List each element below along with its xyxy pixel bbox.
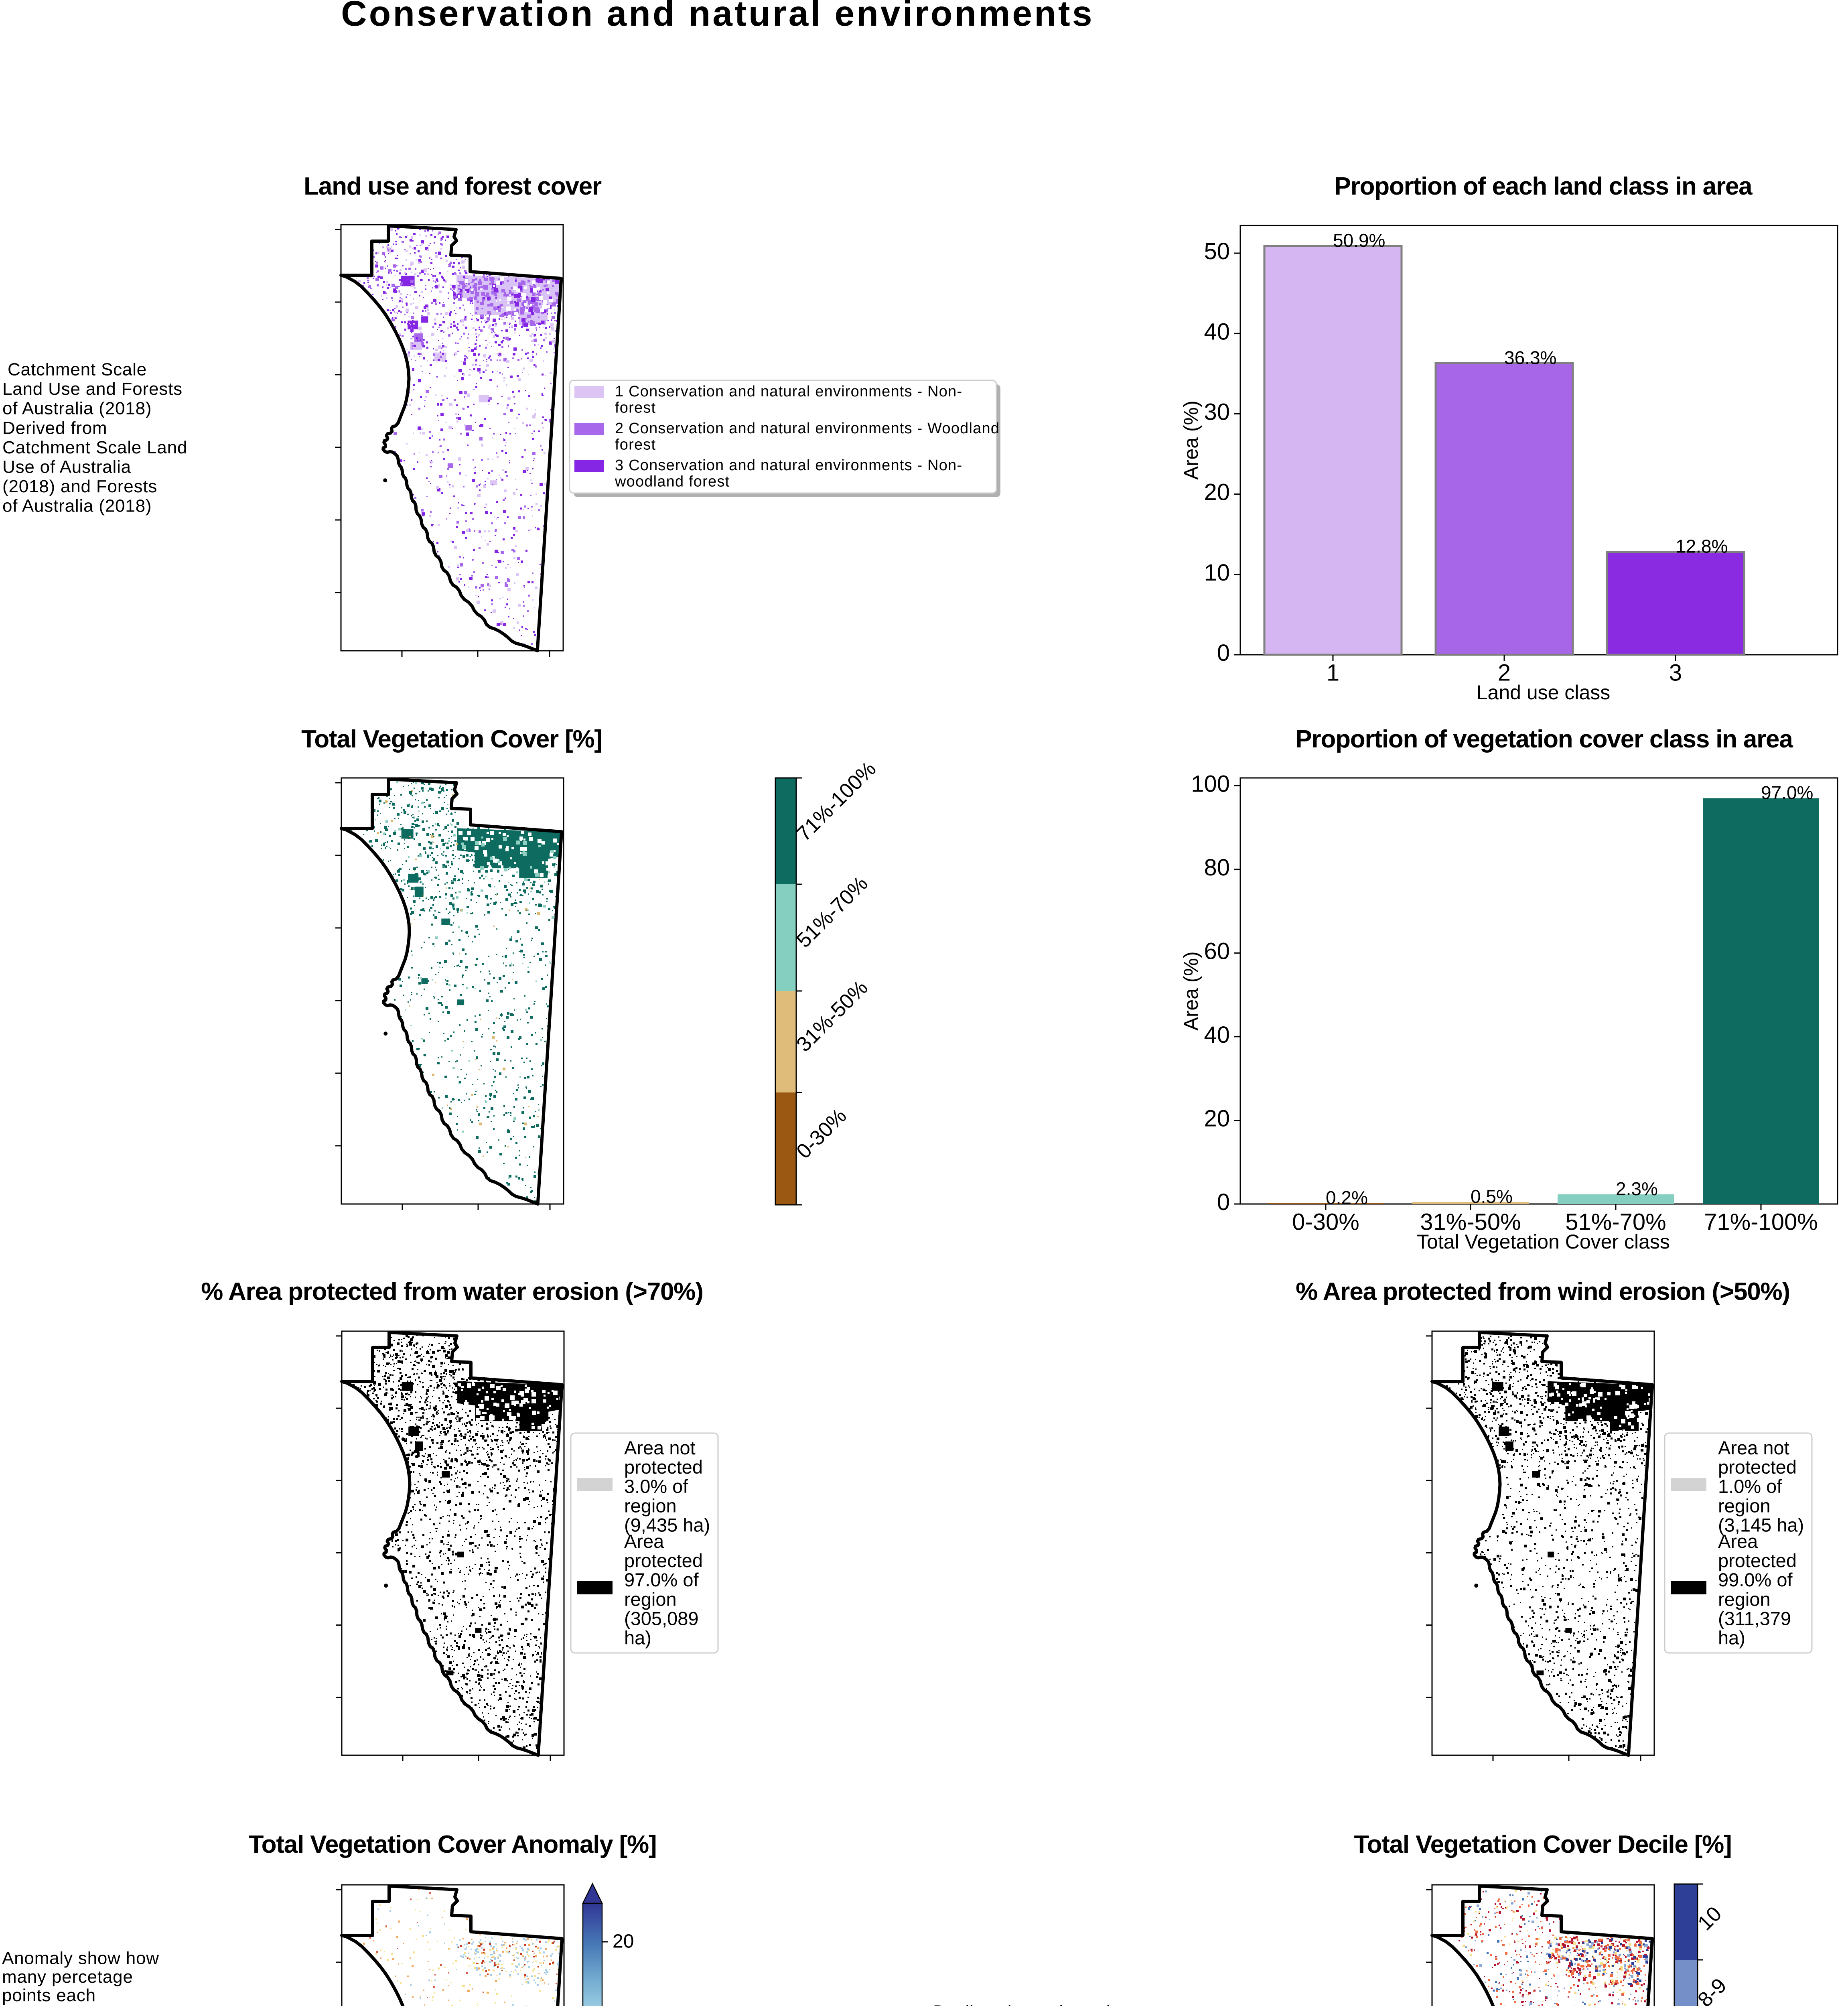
- svg-text:Land use class: Land use class: [1477, 681, 1611, 704]
- svg-text:0-30%: 0-30%: [1292, 1209, 1359, 1235]
- svg-text:2.3%: 2.3%: [1616, 1178, 1658, 1199]
- svg-text:% Area protected from water er: % Area protected from water erosion (>70…: [201, 1278, 703, 1306]
- svg-text:20: 20: [1204, 479, 1230, 506]
- svg-text:100: 100: [1191, 771, 1230, 797]
- svg-text:Proportion of each land class: Proportion of each land class in area: [1335, 173, 1753, 200]
- svg-text:woodland forest: woodland forest: [615, 473, 730, 490]
- svg-text:12.8%: 12.8%: [1676, 536, 1728, 557]
- svg-text:protected: protected: [624, 1456, 703, 1478]
- svg-text:(9,435 ha): (9,435 ha): [624, 1514, 710, 1535]
- svg-text:99.0% of: 99.0% of: [1718, 1569, 1793, 1590]
- svg-text:Deciles show where the: Deciles show where the: [933, 2002, 1126, 2006]
- svg-text:Area: Area: [624, 1531, 664, 1552]
- svg-text:Area: Area: [1718, 1531, 1758, 1552]
- svg-text:10: 10: [1204, 560, 1230, 586]
- svg-text:Area not: Area not: [1718, 1437, 1789, 1458]
- svg-text:Area (%): Area (%): [1180, 951, 1202, 1030]
- svg-text:97.0%: 97.0%: [1761, 782, 1813, 803]
- svg-text:Derived from: Derived from: [2, 418, 107, 438]
- svg-text:Proportion of vegetation cover: Proportion of vegetation cover class in …: [1295, 725, 1793, 753]
- svg-text:region: region: [624, 1588, 677, 1610]
- svg-text:3 Conservation and natural env: 3 Conservation and natural environments …: [615, 457, 962, 474]
- svg-text:forest: forest: [615, 437, 656, 453]
- svg-text:0.2%: 0.2%: [1326, 1187, 1368, 1208]
- svg-text:Area (%): Area (%): [1180, 400, 1202, 479]
- svg-text:Use of Australia: Use of Australia: [2, 457, 131, 477]
- svg-text:region: region: [1718, 1495, 1771, 1516]
- svg-text:of Australia (2018): of Australia (2018): [2, 399, 152, 418]
- svg-text:many percetage: many percetage: [2, 1967, 133, 1987]
- svg-text:region: region: [1718, 1588, 1771, 1610]
- svg-text:Area not: Area not: [624, 1437, 696, 1458]
- svg-text:points each: points each: [2, 1986, 96, 2005]
- svg-text:forest: forest: [615, 400, 656, 416]
- svg-text:of Australia (2018): of Australia (2018): [2, 496, 152, 516]
- svg-text:(311,379: (311,379: [1718, 1608, 1791, 1629]
- svg-text:(305,089: (305,089: [624, 1608, 699, 1629]
- svg-text:51%-70%: 51%-70%: [1565, 1209, 1666, 1235]
- svg-text:Total Vegetation Cover [%]: Total Vegetation Cover [%]: [301, 725, 602, 753]
- svg-text:Catchment Scale: Catchment Scale: [8, 360, 147, 380]
- svg-text:3.0% of: 3.0% of: [624, 1476, 688, 1497]
- svg-text:80: 80: [1204, 855, 1230, 881]
- svg-text:0: 0: [1217, 1189, 1230, 1215]
- svg-text:1 Conservation and natural env: 1 Conservation and natural environments …: [615, 383, 962, 400]
- svg-text:Total Vegetation Cover Anomaly: Total Vegetation Cover Anomaly [%]: [249, 1831, 657, 1858]
- svg-text:50.9%: 50.9%: [1333, 230, 1385, 251]
- svg-text:region: region: [624, 1495, 677, 1516]
- svg-text:Anomaly show how: Anomaly show how: [2, 1949, 159, 1968]
- svg-text:Conservation and natural envir: Conservation and natural environments: [341, 0, 1094, 33]
- svg-text:1: 1: [1327, 660, 1339, 686]
- svg-text:Total Vegetation Cover Decile: Total Vegetation Cover Decile [%]: [1354, 1831, 1731, 1858]
- svg-text:0: 0: [1217, 640, 1230, 666]
- svg-text:ha): ha): [1718, 1627, 1745, 1649]
- svg-text:ha): ha): [624, 1627, 651, 1649]
- svg-text:50: 50: [1204, 238, 1230, 264]
- svg-text:pixel is from: pixel is from: [2, 2004, 100, 2006]
- svg-text:97.0% of: 97.0% of: [624, 1569, 699, 1590]
- svg-text:Land Use and Forests: Land Use and Forests: [2, 379, 183, 399]
- svg-text:% Area protected from wind ero: % Area protected from wind erosion (>50%…: [1296, 1278, 1790, 1306]
- svg-text:protected: protected: [624, 1550, 703, 1571]
- svg-text:60: 60: [1204, 938, 1230, 964]
- svg-text:40: 40: [1204, 319, 1230, 345]
- svg-text:(3,145 ha): (3,145 ha): [1718, 1514, 1804, 1535]
- svg-text:protected: protected: [1718, 1456, 1797, 1478]
- svg-text:(2018) and Forests: (2018) and Forests: [2, 477, 157, 496]
- svg-text:20: 20: [1204, 1106, 1230, 1132]
- svg-text:3: 3: [1669, 660, 1682, 686]
- svg-text:0.5%: 0.5%: [1471, 1186, 1513, 1207]
- svg-text:31%-50%: 31%-50%: [1420, 1209, 1521, 1235]
- svg-text:2 Conservation and natural env: 2 Conservation and natural environments …: [615, 420, 1000, 437]
- svg-text:71%-100%: 71%-100%: [1704, 1209, 1818, 1235]
- svg-text:1.0% of: 1.0% of: [1718, 1476, 1782, 1497]
- svg-text:Catchment Scale Land: Catchment Scale Land: [2, 438, 187, 457]
- svg-text:Land use and forest cover: Land use and forest cover: [304, 173, 602, 200]
- svg-text:Total Vegetation Cover class: Total Vegetation Cover class: [1417, 1230, 1670, 1253]
- svg-text:30: 30: [1204, 399, 1230, 425]
- svg-text:20: 20: [613, 1931, 634, 1952]
- svg-text:2: 2: [1498, 660, 1511, 686]
- svg-text:40: 40: [1204, 1022, 1230, 1048]
- svg-text:36.3%: 36.3%: [1504, 347, 1556, 368]
- svg-text:protected: protected: [1718, 1550, 1797, 1571]
